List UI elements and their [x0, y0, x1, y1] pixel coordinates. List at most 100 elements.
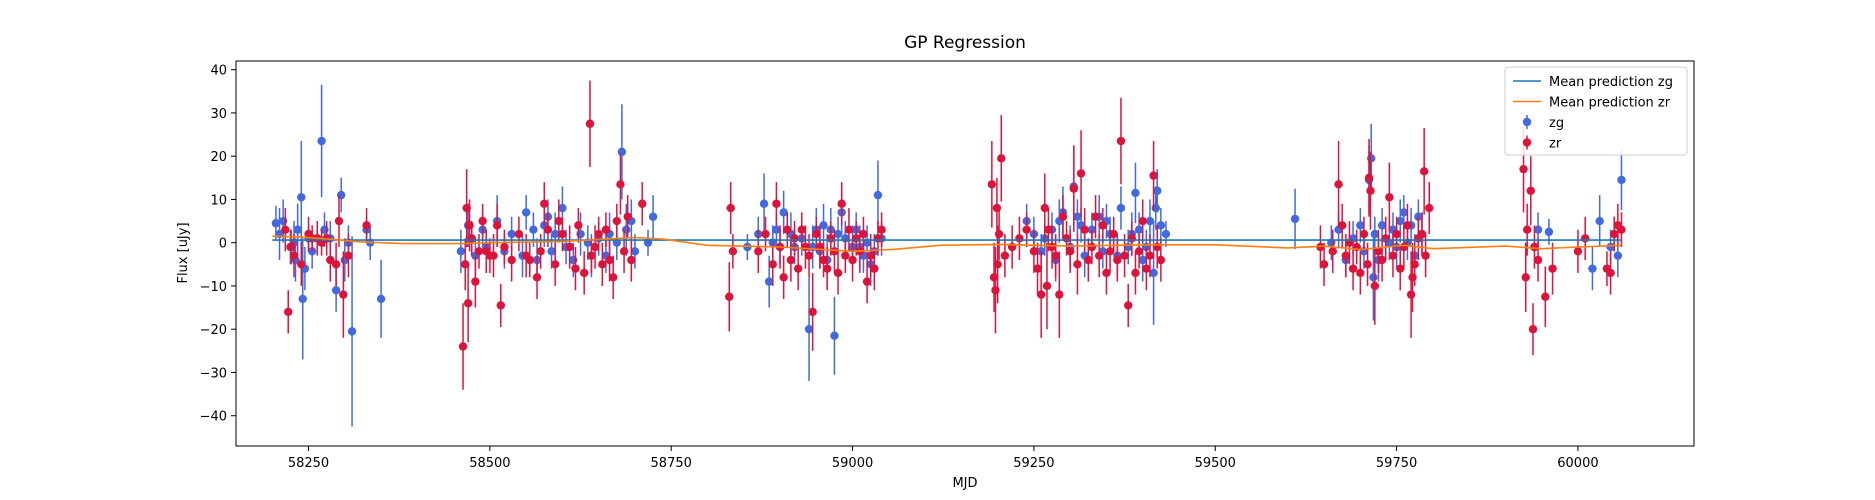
data-point	[471, 277, 480, 286]
data-point	[496, 301, 505, 310]
data-point	[772, 199, 781, 208]
legend-label: Mean prediction zg	[1549, 75, 1673, 90]
y-tick-label: 20	[210, 150, 227, 165]
data-point	[297, 260, 306, 269]
data-point	[1116, 136, 1126, 146]
data-point	[997, 154, 1006, 163]
data-point	[1290, 214, 1300, 224]
legend-item: Mean prediction zr	[1513, 96, 1671, 111]
data-point	[1051, 251, 1060, 260]
legend-label: zg	[1549, 116, 1564, 131]
data-point	[1533, 255, 1543, 265]
data-point	[1610, 229, 1619, 239]
data-point	[1087, 242, 1097, 252]
data-point	[804, 251, 814, 260]
data-point	[725, 292, 734, 301]
data-point	[833, 229, 843, 239]
legend-marker-swatch	[1522, 117, 1532, 127]
data-point	[1617, 225, 1626, 234]
data-point	[1055, 290, 1064, 299]
data-point	[565, 242, 574, 252]
data-point	[1521, 273, 1530, 282]
data-point	[594, 229, 603, 239]
data-point	[1080, 225, 1089, 234]
data-point	[862, 277, 872, 286]
data-point	[1091, 212, 1100, 221]
data-point	[1142, 264, 1151, 273]
data-point	[1098, 221, 1108, 230]
data-point	[558, 229, 567, 239]
data-point	[462, 203, 471, 213]
data-point	[1580, 234, 1590, 243]
data-point	[622, 225, 631, 234]
data-point	[768, 260, 777, 269]
data-point	[1392, 229, 1401, 239]
data-point	[830, 331, 839, 340]
data-point	[1363, 260, 1372, 269]
data-point	[1153, 186, 1162, 195]
data-point	[1065, 247, 1075, 256]
data-point	[648, 212, 658, 221]
data-point	[286, 242, 296, 252]
data-point	[764, 277, 774, 286]
data-point	[779, 208, 788, 217]
data-point	[1131, 188, 1140, 198]
data-point	[1102, 268, 1111, 278]
data-point	[987, 180, 997, 189]
data-point	[623, 212, 632, 221]
data-point	[500, 242, 509, 252]
data-point	[590, 242, 600, 252]
data-point	[1406, 290, 1416, 299]
data-point	[298, 294, 307, 304]
data-point	[993, 260, 1002, 269]
data-point	[1526, 186, 1535, 195]
data-point	[1613, 251, 1623, 260]
data-point	[1131, 268, 1140, 278]
data-point	[617, 147, 627, 157]
data-point	[991, 286, 1000, 295]
x-tick-label: 59750	[1376, 456, 1417, 471]
data-point	[1105, 247, 1115, 256]
data-point	[819, 221, 828, 230]
data-point	[1076, 169, 1086, 178]
data-point	[1058, 212, 1068, 221]
data-point	[1138, 255, 1147, 265]
data-point	[772, 225, 781, 234]
x-tick-label: 60000	[1557, 456, 1598, 471]
data-point	[347, 327, 357, 336]
x-axis-label: MJD	[952, 476, 977, 491]
data-point	[630, 247, 640, 256]
y-tick-label: 10	[210, 193, 227, 208]
x-tick-label: 58250	[288, 456, 329, 471]
data-point	[837, 199, 846, 208]
data-point	[1149, 171, 1158, 180]
data-point	[574, 221, 583, 230]
data-point	[1399, 208, 1409, 217]
data-point	[994, 229, 1004, 239]
data-point	[1519, 164, 1528, 174]
data-point	[1419, 167, 1429, 176]
data-point	[463, 299, 473, 308]
data-point	[1022, 225, 1031, 234]
data-point	[579, 268, 589, 278]
data-point	[1127, 234, 1137, 243]
data-point	[1374, 247, 1383, 256]
data-point	[601, 225, 611, 234]
data-point	[877, 225, 886, 234]
data-point	[1042, 281, 1052, 291]
data-point	[761, 229, 770, 239]
y-axis-label: Flux [uJy]	[176, 222, 191, 283]
data-point	[728, 247, 738, 256]
data-point	[1138, 216, 1147, 226]
data-point	[507, 229, 516, 239]
data-point	[554, 216, 563, 226]
data-point	[1040, 203, 1049, 213]
data-point	[1388, 251, 1398, 260]
data-point	[297, 193, 306, 202]
data-point	[1573, 247, 1583, 256]
data-point	[1334, 180, 1343, 189]
data-point	[1408, 273, 1417, 282]
data-point	[1341, 251, 1351, 260]
data-point	[1364, 173, 1374, 182]
